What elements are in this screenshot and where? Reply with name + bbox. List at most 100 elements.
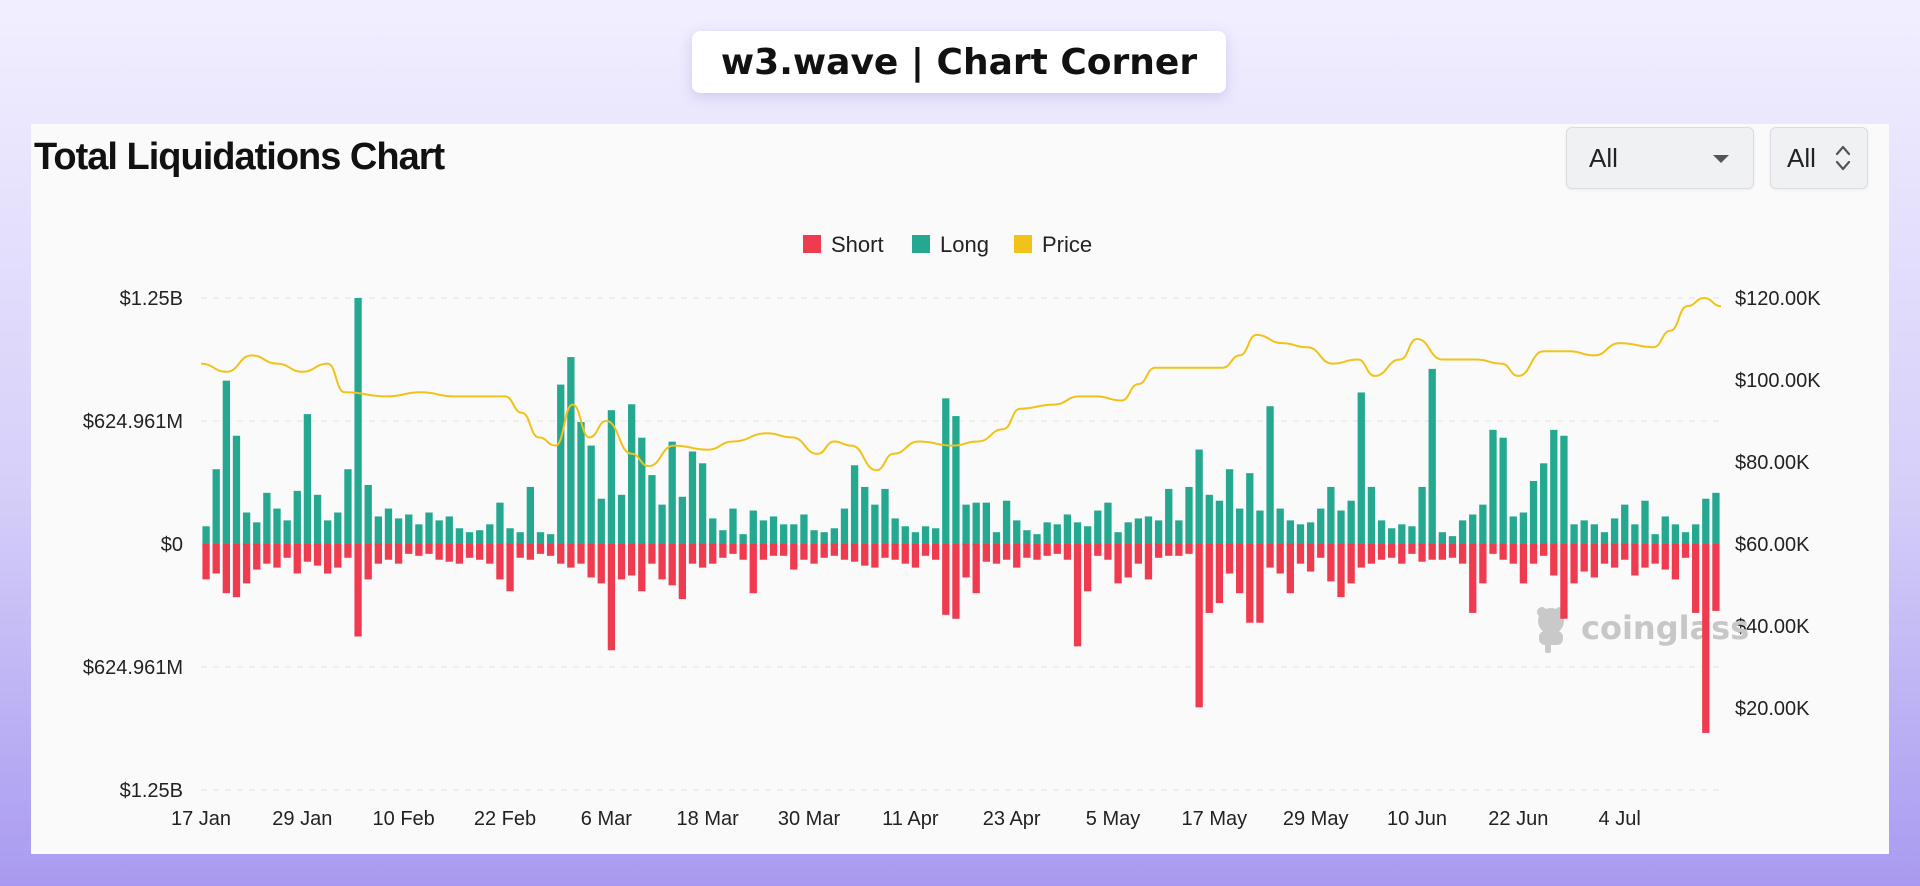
long-bar[interactable] [405, 514, 413, 544]
long-bar[interactable] [354, 298, 362, 544]
short-bar[interactable] [1327, 544, 1335, 582]
short-bar[interactable] [729, 544, 737, 554]
short-bar[interactable] [465, 544, 474, 558]
short-bar[interactable] [486, 544, 494, 564]
short-bar[interactable] [232, 544, 241, 598]
long-bar[interactable] [1398, 524, 1406, 544]
short-bar[interactable] [1002, 544, 1011, 560]
short-bar[interactable] [1580, 544, 1588, 572]
short-bar[interactable] [1144, 544, 1153, 580]
long-bar[interactable] [820, 532, 828, 544]
short-bar[interactable] [1094, 544, 1102, 556]
short-bar[interactable] [881, 544, 889, 558]
long-bar[interactable] [1013, 520, 1021, 544]
long-bar[interactable] [1540, 463, 1548, 544]
short-bar[interactable] [567, 544, 575, 568]
long-bar[interactable] [648, 475, 656, 544]
long-bar[interactable] [435, 520, 443, 544]
long-bar[interactable] [222, 380, 230, 544]
long-bar[interactable] [1296, 524, 1305, 544]
short-bar[interactable] [1509, 544, 1517, 564]
short-bar[interactable] [313, 544, 322, 566]
long-bar[interactable] [1266, 406, 1274, 544]
short-bar[interactable] [668, 544, 676, 586]
long-bar[interactable] [587, 445, 595, 544]
short-bar[interactable] [496, 544, 504, 580]
long-bar[interactable] [1469, 514, 1477, 544]
long-bar[interactable] [749, 510, 757, 544]
short-bar[interactable] [810, 544, 818, 564]
long-bar[interactable] [1671, 524, 1680, 544]
price-line[interactable] [200, 297, 1722, 472]
short-bar[interactable] [202, 544, 210, 580]
short-bar[interactable] [678, 544, 686, 600]
long-bar[interactable] [1479, 504, 1487, 544]
long-bar[interactable] [486, 524, 494, 544]
short-bar[interactable] [536, 544, 545, 554]
long-bar[interactable] [1489, 429, 1497, 544]
short-bar[interactable] [617, 544, 626, 580]
long-bar[interactable] [1144, 516, 1153, 544]
short-bar[interactable] [506, 544, 514, 592]
long-bar[interactable] [1286, 520, 1294, 544]
short-bar[interactable] [1175, 544, 1183, 556]
short-bar[interactable] [344, 544, 352, 558]
long-bar[interactable] [1104, 502, 1112, 544]
long-bar[interactable] [597, 498, 605, 544]
long-bar[interactable] [698, 463, 707, 544]
short-bar[interactable] [1084, 544, 1092, 592]
long-bar[interactable] [394, 518, 403, 544]
short-bar[interactable] [1388, 544, 1396, 558]
long-bar[interactable] [506, 528, 514, 544]
long-bar[interactable] [992, 532, 1001, 544]
long-bar[interactable] [1712, 492, 1720, 544]
long-bar[interactable] [1053, 524, 1061, 544]
long-bar[interactable] [202, 526, 210, 544]
long-bar[interactable] [972, 502, 980, 544]
short-bar[interactable] [587, 544, 595, 578]
long-bar[interactable] [1438, 532, 1446, 544]
long-bar[interactable] [861, 486, 869, 544]
long-bar[interactable] [1124, 522, 1132, 544]
long-bar[interactable] [1033, 534, 1041, 544]
short-bar[interactable] [992, 544, 1001, 564]
short-bar[interactable] [1398, 544, 1406, 564]
long-bar[interactable] [1681, 532, 1690, 544]
short-bar[interactable] [354, 544, 362, 637]
long-bar[interactable] [232, 435, 241, 544]
short-bar[interactable] [1266, 544, 1274, 568]
long-bar[interactable] [1631, 524, 1639, 544]
long-bar[interactable] [1458, 520, 1467, 544]
long-bar[interactable] [1306, 522, 1315, 544]
long-bar[interactable] [384, 508, 393, 544]
long-bar[interactable] [496, 502, 504, 544]
long-bar[interactable] [1225, 469, 1234, 544]
short-bar[interactable] [1073, 544, 1082, 647]
short-bar[interactable] [688, 544, 697, 564]
short-bar[interactable] [557, 544, 565, 564]
long-bar[interactable] [982, 502, 990, 544]
long-bar[interactable] [800, 514, 808, 544]
long-bar[interactable] [1002, 500, 1011, 544]
short-bar[interactable] [1286, 544, 1294, 594]
long-bar[interactable] [759, 520, 768, 544]
long-bar[interactable] [901, 526, 909, 544]
long-bar[interactable] [344, 469, 352, 544]
long-bar[interactable] [212, 469, 220, 544]
short-bar[interactable] [1469, 544, 1477, 613]
long-bar[interactable] [1610, 518, 1619, 544]
long-bar[interactable] [1570, 524, 1578, 544]
long-bar[interactable] [567, 357, 575, 544]
short-bar[interactable] [1448, 544, 1457, 558]
long-bar[interactable] [952, 416, 960, 544]
long-bar[interactable] [1165, 488, 1173, 544]
short-bar[interactable] [1428, 544, 1436, 560]
long-bar[interactable] [1408, 526, 1416, 544]
short-bar[interactable] [242, 544, 251, 584]
long-bar[interactable] [1388, 528, 1396, 544]
long-bar[interactable] [628, 404, 636, 544]
long-bar[interactable] [293, 490, 301, 544]
short-bar[interactable] [1438, 544, 1446, 560]
long-bar[interactable] [374, 516, 382, 544]
long-bar[interactable] [638, 437, 646, 544]
